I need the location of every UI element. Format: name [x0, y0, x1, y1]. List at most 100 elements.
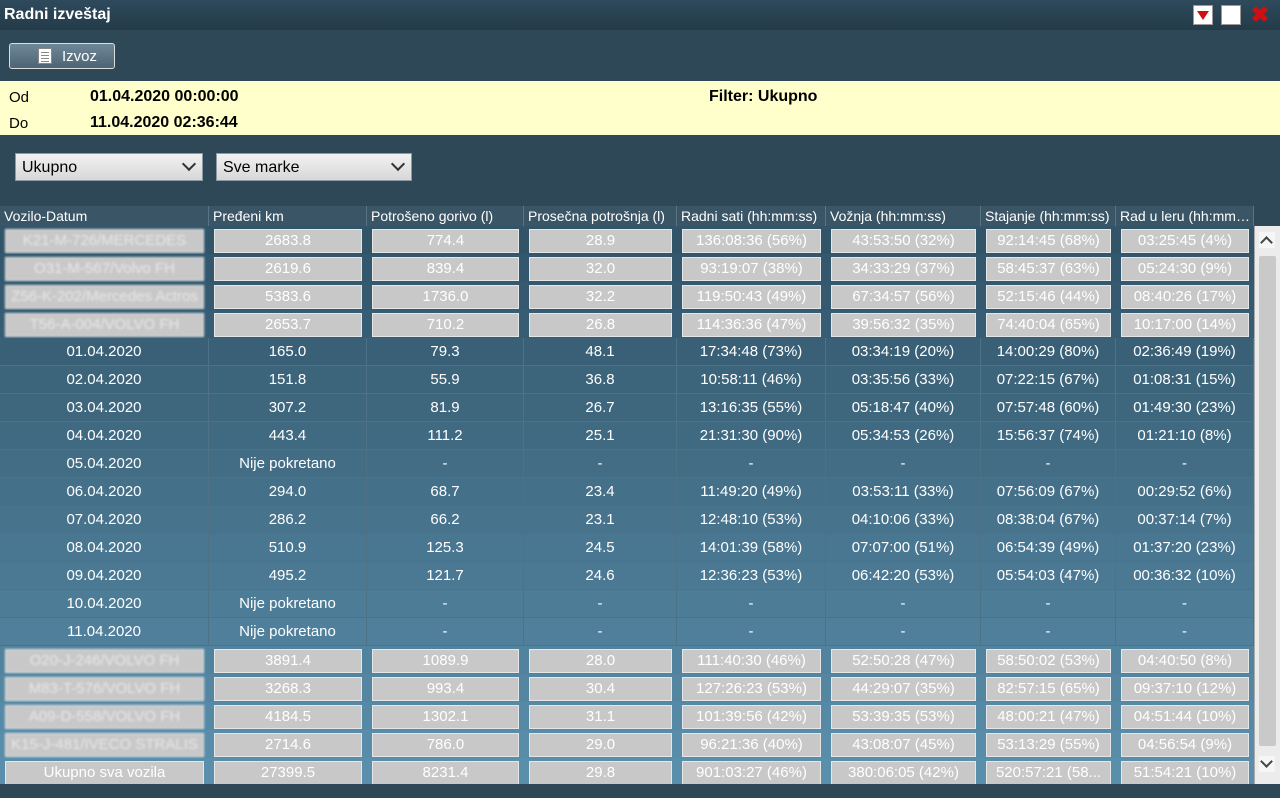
cell-text: - — [900, 455, 906, 472]
vehicle-row[interactable]: K21-M-726/MERCEDES 2683.8 774.4 28.9 136:08:… — [0, 226, 1254, 254]
type-select[interactable]: Ukupno — [15, 153, 203, 181]
cell-text: 05.04.2020 — [66, 455, 142, 472]
table-cell: 55.9 — [367, 366, 524, 394]
table-cell: K15-J-481/IVECO STRALIS — [0, 730, 209, 758]
date-row[interactable]: 05.04.2020 Nije pokretano - - - - - - — [0, 450, 1254, 478]
cell-text: 24.5 — [585, 539, 615, 556]
table-cell: M83-T-576/VOLVO FH — [0, 674, 209, 702]
date-row[interactable]: 11.04.2020 Nije pokretano - - - - - - — [0, 618, 1254, 646]
type-select-value: Ukupno — [22, 159, 78, 176]
minimize-icon[interactable] — [1193, 5, 1213, 25]
vehicle-row[interactable]: Z56-K-202/Mercedes Actros 5383.6 1736.0 32.… — [0, 282, 1254, 310]
table-cell: 119:50:43 (49%) — [677, 282, 826, 310]
cell-text: 05:34:53 (26%) — [851, 427, 955, 444]
total-row[interactable]: Ukupno sva vozila 27399.5 8231.4 29.8 901:03… — [0, 758, 1254, 786]
table-cell: 23.1 — [524, 506, 677, 534]
vehicle-row[interactable]: A09-D-558/VOLVO FH 4184.5 1302.1 31.1 101:39… — [0, 702, 1254, 730]
table-cell: 307.2 — [209, 394, 367, 422]
cell-text: 32.0 — [529, 257, 672, 281]
column-header[interactable]: Vožnja (hh:mm:ss) — [826, 206, 981, 226]
maximize-icon[interactable] — [1221, 5, 1241, 25]
cell-text: 286.2 — [268, 511, 307, 528]
date-row[interactable]: 04.04.2020 443.4 111.2 25.1 21:31:30 (90%) 05… — [0, 422, 1254, 450]
from-value: 01.04.2020 00:00:00 — [90, 88, 239, 105]
cell-text: 136:08:36 (56%) — [682, 229, 821, 253]
cell-text: 119:50:43 (49%) — [682, 285, 821, 309]
close-icon[interactable]: ✖ — [1250, 2, 1270, 27]
table-cell: 08.04.2020 — [0, 534, 209, 562]
cell-text: 01:49:30 (23%) — [1133, 399, 1236, 416]
cell-text: 3891.4 — [214, 649, 362, 673]
vehicle-row[interactable]: K15-J-481/IVECO STRALIS 2714.6 786.0 29.0 96… — [0, 730, 1254, 758]
date-row[interactable]: 06.04.2020 294.0 68.7 23.4 11:49:20 (49%) 03:… — [0, 478, 1254, 506]
table-cell: 443.4 — [209, 422, 367, 450]
cell-text: 495.2 — [268, 567, 307, 584]
cell-text: - — [597, 623, 603, 640]
table-cell: 07:07:00 (51%) — [826, 534, 981, 562]
cell-text: 14:01:39 (58%) — [699, 539, 803, 556]
cell-text: 82:57:15 (65%) — [986, 677, 1111, 701]
column-header[interactable]: Vozilo-Datum — [0, 206, 209, 226]
table-cell: 10.04.2020 — [0, 590, 209, 618]
table-cell: 01:49:30 (23%) — [1116, 394, 1254, 422]
cell-text: 48:00:21 (47%) — [986, 705, 1111, 729]
vehicle-row[interactable]: M83-T-576/VOLVO FH 3268.3 993.4 30.4 127:26:… — [0, 674, 1254, 702]
table-cell: 151.8 — [209, 366, 367, 394]
scroll-up-icon[interactable] — [1259, 232, 1275, 248]
brand-select-value: Sve marke — [223, 159, 300, 176]
cell-text: 02.04.2020 — [66, 371, 142, 388]
table-cell: 03:25:45 (4%) — [1116, 226, 1254, 254]
table-cell: 43:08:07 (45%) — [826, 730, 981, 758]
cell-text: K15-J-481/IVECO STRALIS — [5, 733, 204, 757]
column-header[interactable]: Rad u leru (hh:mm:ss) — [1116, 206, 1254, 226]
date-row[interactable]: 07.04.2020 286.2 66.2 23.1 12:48:10 (53%) 04:… — [0, 506, 1254, 534]
table-cell: 01:37:20 (23%) — [1116, 534, 1254, 562]
vehicle-row[interactable]: O20-J-246/VOLVO FH 3891.4 1089.9 28.0 111:40… — [0, 646, 1254, 674]
table-cell: 01.04.2020 — [0, 338, 209, 366]
table-cell: 04.04.2020 — [0, 422, 209, 450]
column-header[interactable]: Potrošeno gorivo (l) — [367, 206, 524, 226]
table-cell: - — [826, 450, 981, 478]
cell-text: 01:37:20 (23%) — [1133, 539, 1236, 556]
table-cell: 8231.4 — [367, 758, 524, 786]
scroll-down-icon[interactable] — [1259, 756, 1275, 772]
table-cell: 96:21:36 (40%) — [677, 730, 826, 758]
date-row[interactable]: 03.04.2020 307.2 81.9 26.7 13:16:35 (55%) 05:… — [0, 394, 1254, 422]
cell-text: 28.9 — [529, 229, 672, 253]
cell-text: 05:54:03 (47%) — [996, 567, 1100, 584]
cell-text: 34:33:29 (37%) — [831, 257, 976, 281]
export-button[interactable]: Izvoz — [9, 43, 115, 69]
cell-text: 25.1 — [585, 427, 615, 444]
table-cell: - — [981, 590, 1116, 618]
column-header[interactable]: Prosečna potrošnja (l) — [524, 206, 677, 226]
cell-text: 1089.9 — [372, 649, 519, 673]
table-cell: 48.1 — [524, 338, 677, 366]
date-row[interactable]: 09.04.2020 495.2 121.7 24.6 12:36:23 (53%) 06… — [0, 562, 1254, 590]
column-header[interactable]: Pređeni km — [209, 206, 367, 226]
vertical-scrollbar[interactable] — [1254, 226, 1280, 784]
table-cell: 13:16:35 (55%) — [677, 394, 826, 422]
table-cell: Nije pokretano — [209, 590, 367, 618]
table-cell: - — [367, 450, 524, 478]
date-row[interactable]: 08.04.2020 510.9 125.3 24.5 14:01:39 (58%) 07… — [0, 534, 1254, 562]
table-cell: 43:53:50 (32%) — [826, 226, 981, 254]
scroll-thumb[interactable] — [1259, 256, 1276, 746]
vehicle-row[interactable]: O31-M-567/Volvo FH 2619.6 839.4 32.0 93:19:0… — [0, 254, 1254, 282]
column-header[interactable]: Stajanje (hh:mm:ss) — [981, 206, 1116, 226]
brand-select[interactable]: Sve marke — [216, 153, 412, 181]
vehicle-row[interactable]: T56-A-004/VOLVO FH 2653.7 710.2 26.8 114:36:… — [0, 310, 1254, 338]
column-header[interactable]: Radni sati (hh:mm:ss) — [677, 206, 826, 226]
table-cell: 2683.8 — [209, 226, 367, 254]
date-row[interactable]: 10.04.2020 Nije pokretano - - - - - - — [0, 590, 1254, 618]
date-row[interactable]: 01.04.2020 165.0 79.3 48.1 17:34:48 (73%) 03:… — [0, 338, 1254, 366]
table-cell: 17:34:48 (73%) — [677, 338, 826, 366]
table-cell: 28.9 — [524, 226, 677, 254]
cell-text: 07:56:09 (67%) — [996, 483, 1100, 500]
cell-text: 28.0 — [529, 649, 672, 673]
table-cell: 29.0 — [524, 730, 677, 758]
cell-text: - — [597, 595, 603, 612]
table-cell: 3268.3 — [209, 674, 367, 702]
table-cell: 495.2 — [209, 562, 367, 590]
cell-text: - — [1045, 623, 1051, 640]
date-row[interactable]: 02.04.2020 151.8 55.9 36.8 10:58:11 (46%) 03:… — [0, 366, 1254, 394]
